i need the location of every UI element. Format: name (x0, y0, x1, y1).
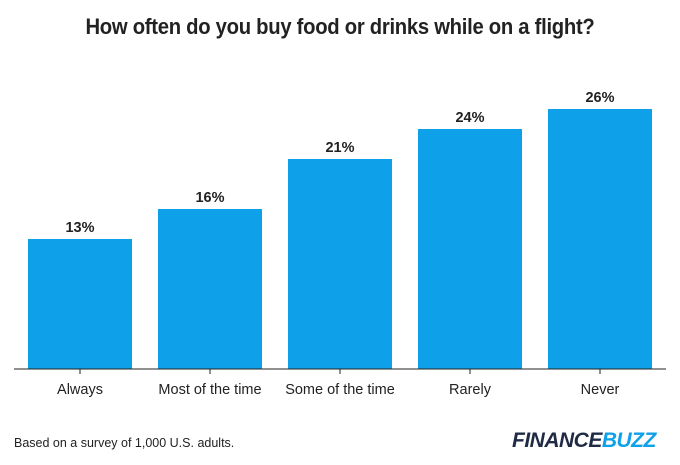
bar-never (548, 109, 652, 369)
value-labels-group: 13% 16% 21% 24% 26% (65, 90, 614, 236)
tick-label-never: Never (581, 382, 620, 398)
value-label-most-of-the-time: 16% (195, 190, 224, 206)
bars-group (28, 109, 652, 369)
x-axis-tick-labels: Always Most of the time Some of the time Ra… (57, 382, 619, 398)
tick-label-some-of-the-time: Some of the time (285, 382, 395, 398)
footnote: Based on a survey of 1,000 U.S. adults. (14, 436, 235, 450)
value-label-some-of-the-time: 21% (325, 140, 354, 156)
value-label-rarely: 24% (455, 110, 484, 126)
bar-some-of-the-time (288, 159, 392, 369)
tick-label-rarely: Rarely (449, 382, 492, 398)
tick-label-always: Always (57, 382, 103, 398)
value-label-never: 26% (585, 90, 614, 106)
chart-title: How often do you buy food or drinks whil… (85, 14, 595, 39)
logo-text-finance: FINANCE (512, 429, 602, 452)
x-axis-ticks (79, 369, 601, 374)
bar-always (28, 239, 132, 369)
value-label-always: 13% (65, 220, 94, 236)
bar-most-of-the-time (158, 209, 262, 369)
financebuzz-logo: FINANCEBUZZ (512, 429, 656, 453)
tick-label-most-of-the-time: Most of the time (158, 382, 261, 398)
logo-text-buzz: BUZZ (601, 429, 657, 452)
bar-rarely (418, 129, 522, 369)
